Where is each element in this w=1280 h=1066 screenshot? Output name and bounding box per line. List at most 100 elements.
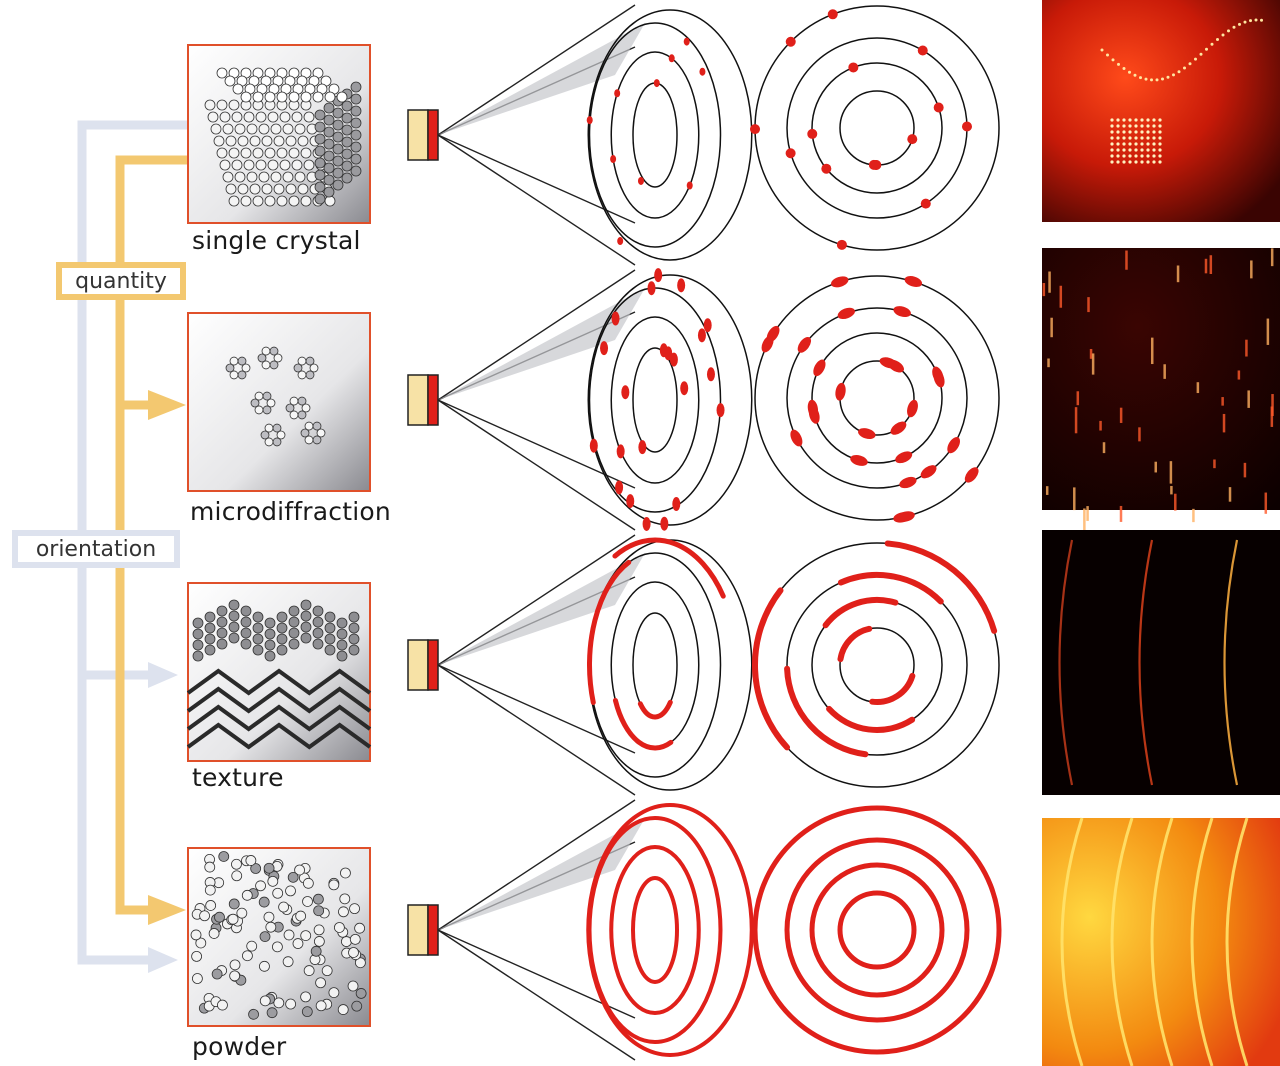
photo-spot [1188, 62, 1192, 66]
atom [266, 398, 276, 408]
atom [297, 410, 307, 420]
atom [228, 898, 240, 910]
atom [222, 123, 234, 135]
photo-spot [1140, 148, 1144, 152]
atom [324, 644, 336, 656]
diffraction-streak [897, 511, 915, 522]
detector-ring [752, 805, 1002, 1055]
atom [312, 638, 324, 650]
atom [264, 639, 276, 651]
photo-ring [1190, 817, 1214, 1066]
atom [288, 91, 300, 103]
atom [341, 112, 353, 124]
atom [336, 91, 348, 103]
atom [259, 931, 271, 943]
photo-streak [1250, 260, 1253, 279]
atom [199, 910, 210, 922]
atom [270, 171, 282, 183]
atom [261, 346, 271, 356]
cone-spot [621, 385, 630, 400]
perspective-ring [586, 803, 754, 1057]
detector-ring [786, 37, 968, 219]
atom [219, 159, 231, 171]
photo-streak [1047, 358, 1050, 368]
photo-streak [1271, 394, 1274, 416]
photo-spot [1140, 118, 1144, 122]
diffraction-spot [750, 124, 761, 135]
atom [267, 159, 279, 171]
atom [324, 195, 336, 207]
atom [332, 167, 344, 179]
atom [291, 111, 303, 123]
cone-spot [703, 318, 712, 333]
atom [297, 356, 307, 366]
photo-spot [1122, 118, 1126, 122]
photo-spot [1254, 18, 1258, 22]
detector-ring [809, 862, 945, 998]
perspective-ring [588, 22, 722, 248]
atom [222, 171, 234, 183]
photo-spot [1140, 124, 1144, 128]
diffraction-arc [784, 665, 869, 758]
atom [336, 650, 348, 662]
photo-streak [1086, 506, 1089, 521]
photo-spot [1150, 78, 1153, 82]
atom [224, 75, 236, 87]
photo-spot [1110, 124, 1114, 128]
atom [283, 929, 295, 941]
detector-pattern-1 [754, 275, 1000, 523]
atom [205, 900, 217, 911]
atom [216, 627, 228, 639]
atom [273, 135, 285, 147]
photo-spot [1110, 130, 1114, 134]
diffraction-spot [848, 62, 859, 73]
atom [304, 421, 314, 431]
x-ray-source [407, 639, 429, 691]
photo-streak [1050, 317, 1053, 338]
photo-spot [1205, 47, 1208, 51]
cone-spot [680, 381, 689, 396]
cone-spot [706, 367, 715, 382]
x-ray-source [407, 374, 429, 426]
atom [323, 150, 335, 162]
cone-spot [668, 54, 675, 63]
atom [272, 423, 282, 433]
diffraction-arc [869, 672, 916, 705]
photo-spot [1161, 77, 1164, 81]
x-ray-source-window [427, 639, 439, 691]
detector-ring [839, 90, 915, 166]
photo-spot [1116, 160, 1120, 164]
cone-arc [587, 559, 632, 706]
atom [216, 67, 228, 79]
diffraction-arc [826, 705, 916, 733]
atom [255, 111, 267, 123]
atom [332, 131, 344, 143]
atom [300, 91, 312, 103]
atom [225, 135, 237, 147]
photo-streak [1228, 487, 1232, 502]
cone-spot [697, 328, 706, 343]
atom [336, 639, 348, 651]
atom [301, 1006, 313, 1018]
atom [245, 855, 257, 866]
atom [314, 145, 326, 157]
photo-spot [1128, 70, 1131, 74]
atom [300, 632, 312, 644]
atom [300, 195, 312, 207]
photo-spot [1110, 136, 1114, 140]
atom [312, 893, 324, 905]
atom [218, 851, 230, 862]
photo-spot [1110, 118, 1114, 122]
photo-spot [1128, 118, 1132, 122]
atom [348, 644, 360, 656]
cone-spot [686, 181, 693, 190]
photo-spot [1116, 154, 1120, 158]
cone-spot [699, 67, 706, 76]
photo-streak [1264, 492, 1268, 514]
atom [228, 99, 240, 111]
sample-tile-0 [187, 44, 371, 224]
atom [310, 945, 322, 957]
atom [288, 147, 300, 159]
photo-spot [1116, 142, 1120, 146]
diffraction-spot [870, 159, 881, 170]
